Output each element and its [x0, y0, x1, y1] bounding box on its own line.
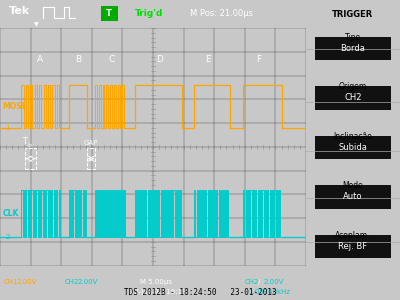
Text: CH2: CH2 [65, 279, 79, 285]
Text: Tek: Tek [9, 6, 30, 16]
Text: GAP: GAP [84, 140, 98, 146]
Text: F: F [256, 55, 261, 64]
Text: 2: 2 [6, 234, 10, 240]
Bar [315, 136, 390, 159]
Text: /: / [258, 279, 260, 285]
Text: Rej. BF: Rej. BF [338, 242, 368, 251]
Text: CH1: CH1 [4, 279, 18, 285]
Text: B: B [75, 55, 81, 64]
Text: 2.00V: 2.00V [78, 279, 98, 285]
Text: Auto: Auto [343, 192, 363, 201]
Text: Subida: Subida [338, 143, 368, 152]
Text: Borda: Borda [340, 44, 366, 53]
Text: TDS 2012B - 18:24:50   23-01-2013: TDS 2012B - 18:24:50 23-01-2013 [124, 288, 276, 297]
Text: T: T [23, 137, 28, 146]
Text: Origem: Origem [339, 82, 367, 91]
Text: TRIGGER: TRIGGER [332, 10, 374, 19]
Text: CLK: CLK [2, 209, 19, 218]
Text: b: b [28, 142, 32, 148]
Text: 1: 1 [6, 125, 10, 131]
Text: 2.00V: 2.00V [264, 279, 284, 285]
Text: M Pos: 21.00μs: M Pos: 21.00μs [190, 9, 253, 18]
Bar [315, 185, 390, 208]
Text: E: E [205, 55, 211, 64]
Bar [315, 235, 390, 258]
Text: Trig'd: Trig'd [135, 9, 163, 18]
Bar [315, 37, 390, 60]
Text: Modo: Modo [343, 181, 363, 190]
Text: 1.05740kHz: 1.05740kHz [248, 289, 290, 295]
Text: CH2: CH2 [344, 94, 362, 103]
Text: Inclinação: Inclinação [334, 132, 372, 141]
Text: Tipo: Tipo [345, 33, 361, 42]
Text: C: C [108, 55, 115, 64]
Text: Acoplam.: Acoplam. [335, 231, 371, 240]
Text: T: T [106, 9, 112, 18]
Text: 2.00V: 2.00V [17, 279, 37, 285]
Text: MOSI: MOSI [2, 102, 25, 111]
Bar [101, 6, 118, 21]
Text: ▼: ▼ [34, 22, 39, 27]
Text: D: D [156, 55, 162, 64]
Text: 23-Jan-13 19:19: 23-Jan-13 19:19 [130, 289, 187, 295]
Bar [315, 86, 390, 110]
Text: A: A [37, 55, 43, 64]
Text: CH2: CH2 [245, 279, 259, 285]
Text: M 5.00μs: M 5.00μs [140, 279, 172, 285]
